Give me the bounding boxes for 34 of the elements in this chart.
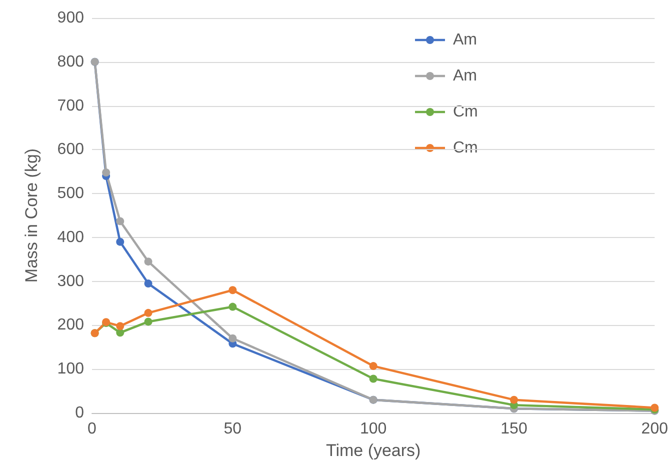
x-tick-label: 150: [500, 420, 528, 438]
point: [228, 334, 237, 342]
x-tick-label: 50: [224, 420, 242, 438]
legend-label: Am: [453, 32, 477, 48]
point: [144, 308, 152, 317]
point: [144, 280, 152, 288]
point: [228, 286, 237, 294]
point: [369, 374, 378, 383]
y-tick-label: 300: [57, 272, 84, 290]
point: [116, 322, 124, 330]
y-tick-label: 700: [57, 97, 84, 114]
point: [116, 328, 124, 337]
point: [369, 362, 378, 370]
point: [116, 217, 124, 226]
point: [116, 238, 124, 246]
y-tick-label: 600: [57, 141, 84, 158]
y-tick-label: 800: [57, 53, 84, 70]
x-tick-label: 200: [641, 420, 668, 438]
y-tick-label: 0: [75, 404, 84, 422]
y-tick-label: 900: [57, 10, 84, 26]
y-tick-label: 500: [57, 185, 84, 202]
point: [228, 302, 237, 311]
y-axis-title: Mass in Core (kg): [22, 148, 41, 283]
x-axis-title: Time (years): [326, 440, 421, 460]
legend-label: Am: [453, 68, 477, 84]
point: [102, 168, 110, 176]
y-tick-label: 100: [57, 360, 84, 378]
x-tick-label: 0: [88, 420, 97, 438]
point: [144, 258, 152, 266]
y-tick-label: 200: [57, 316, 84, 334]
point: [510, 396, 518, 404]
point: [144, 318, 152, 326]
y-tick-label: 400: [57, 228, 84, 246]
x-tick-label: 100: [360, 420, 387, 438]
